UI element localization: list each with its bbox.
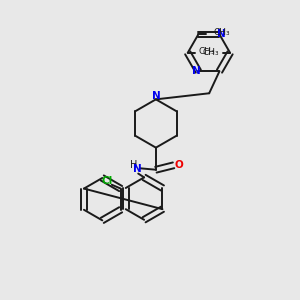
Text: CH₃: CH₃ — [202, 48, 219, 57]
Text: N: N — [192, 66, 201, 76]
Text: H: H — [130, 160, 137, 170]
Text: Cl: Cl — [101, 176, 112, 186]
Text: N: N — [217, 29, 225, 40]
Text: N: N — [152, 92, 160, 101]
Text: CH₃: CH₃ — [213, 28, 230, 37]
Text: CH₃: CH₃ — [199, 47, 215, 56]
Text: N: N — [133, 164, 142, 174]
Text: O: O — [175, 160, 183, 170]
